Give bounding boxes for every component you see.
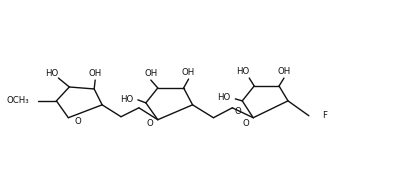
Text: OH: OH [144,69,158,78]
Text: O: O [146,119,153,128]
Text: F: F [322,111,327,120]
Text: O: O [235,107,242,116]
Text: HO: HO [236,67,249,76]
Text: HO: HO [120,95,133,104]
Text: HO: HO [45,69,58,78]
Text: O: O [243,119,249,128]
Text: HO: HO [217,93,230,102]
Text: OH: OH [182,68,195,77]
Text: OH: OH [89,69,102,78]
Text: O: O [74,117,81,126]
Text: OH: OH [277,67,290,76]
Text: OCH₃: OCH₃ [7,96,30,105]
